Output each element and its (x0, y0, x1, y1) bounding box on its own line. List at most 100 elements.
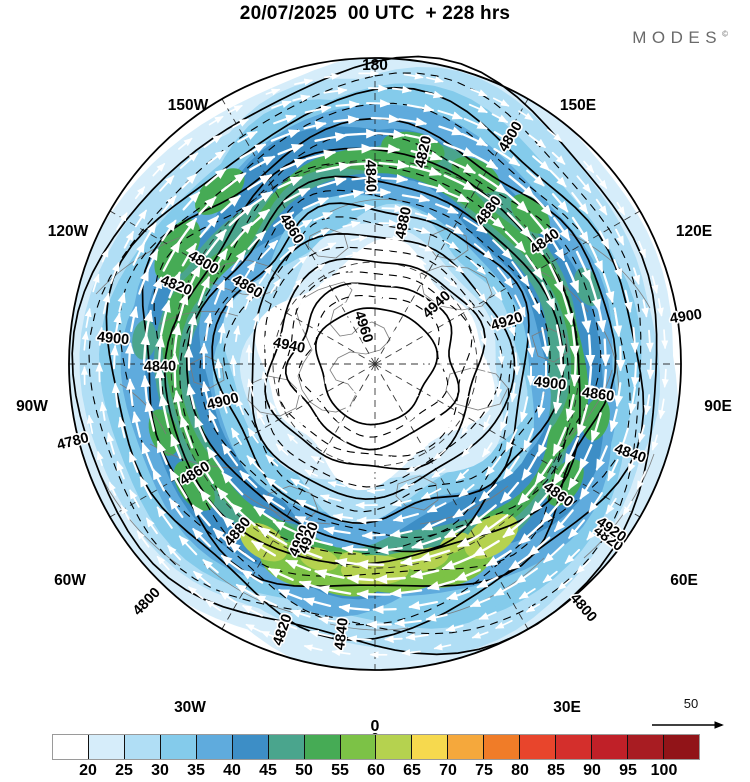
wind-arrow (292, 94, 311, 103)
colorbar-tick-labels: 20 25 30 35 40 45 50 55 60 65 70 75 80 85 90 95 100 (0, 762, 750, 782)
wind-arrow (385, 281, 399, 288)
wind-arrow (542, 570, 558, 583)
wind-arrow (509, 382, 518, 403)
wind-arrow (366, 487, 385, 495)
wind-arrow (343, 316, 354, 324)
wind-arrow (139, 476, 153, 500)
wind-arrow (454, 568, 481, 581)
wind-arrow (421, 518, 447, 531)
wind-arrow (613, 259, 623, 280)
polar-map: 4780 4800 4800 4800 4800 4820 4820 4820 4820 4840… (0, 24, 750, 748)
wind-arrow (390, 330, 399, 337)
wind-arrow (342, 338, 349, 348)
wind-arrow (208, 409, 219, 433)
wind-arrow (414, 212, 437, 221)
wind-arrow (204, 168, 227, 187)
wind-arrow (341, 544, 369, 555)
contour-label: 4900 (531, 372, 568, 395)
wind-arrow (340, 437, 351, 444)
wind-arrow (318, 297, 327, 306)
wind-arrow (493, 147, 521, 167)
wind-arrow (271, 100, 292, 109)
wind-arrow (356, 516, 383, 525)
longitude-label: 60E (670, 572, 698, 589)
wind-arrow (201, 380, 211, 408)
wind-arrow (169, 468, 188, 499)
wind-arrow (541, 499, 563, 524)
wind-arrow (348, 283, 359, 289)
wind-arrow (117, 416, 127, 439)
wind-arrow (376, 545, 403, 555)
wind-arrow (239, 143, 267, 160)
wind-arrow (455, 469, 469, 481)
longitude-label: 150W (167, 97, 209, 114)
dashed-contour-line (277, 271, 473, 457)
wind-arrow (567, 465, 584, 491)
wind-arrow (273, 211, 295, 227)
wind-arrow (576, 404, 589, 437)
wind-arrow (283, 396, 290, 407)
colorbar-tick: 55 (331, 762, 349, 779)
wind-arrow (233, 325, 241, 343)
wind-arrow (320, 443, 332, 451)
wind-arrow (303, 121, 327, 131)
contour-label-text: 4840 (362, 160, 379, 193)
contour-label-text: 4900 (533, 374, 567, 394)
wind-arrow (426, 579, 456, 591)
wind-arrow (193, 570, 211, 587)
wind-arrow (526, 333, 535, 358)
contour-label: 4900 (667, 305, 704, 329)
contour-label-text: 4900 (669, 307, 703, 328)
wind-arrow (280, 328, 286, 341)
wind-arrow (508, 554, 531, 571)
wind-arrow (511, 261, 530, 287)
wind-arrow (381, 204, 405, 213)
wind-arrow (651, 434, 659, 451)
contour-label: 4840 (142, 357, 178, 377)
wind-arrow (549, 236, 565, 262)
wind-arrow (555, 324, 566, 358)
wind-arrow (336, 365, 343, 377)
wind-arrow (410, 537, 442, 550)
wind-arrow (179, 152, 199, 169)
wind-arrow (92, 273, 100, 293)
wind-arrow (187, 312, 198, 345)
wind-arrow (323, 72, 341, 80)
wind-arrow (507, 316, 516, 337)
colorbar-tick: 85 (547, 762, 565, 779)
wind-arrow (353, 456, 368, 463)
wind-arrow (636, 470, 647, 490)
wind-arrow (228, 104, 243, 114)
wind-arrow (267, 567, 294, 581)
wind-arrow (345, 251, 361, 258)
wind-arrow (408, 600, 439, 611)
wind-arrow (177, 292, 189, 322)
wind-arrow (389, 588, 423, 598)
wind-arrow (208, 115, 224, 126)
wind-arrow (310, 414, 321, 424)
wind-arrow (615, 228, 625, 246)
longitude-label: 120E (675, 223, 713, 240)
colorbar-title: 0 (370, 718, 380, 735)
brand-logo: MODES© (632, 28, 728, 48)
wind-arrow (331, 649, 351, 657)
contour-line (141, 117, 617, 588)
wind-arrow (284, 559, 312, 572)
wind-arrow (463, 391, 469, 403)
wind-arrow (316, 176, 347, 189)
wind-arrow (187, 586, 204, 600)
wind-arrow (401, 649, 421, 657)
wind-arrow (256, 410, 266, 425)
contour-line (211, 202, 530, 525)
wind-arrow (167, 545, 182, 561)
wind-arrow (568, 519, 586, 539)
wind-arrow (525, 254, 543, 281)
wind-arrow (423, 357, 430, 369)
wind-arrow (609, 408, 619, 433)
wind-arrow (277, 176, 303, 189)
wind-arrow (214, 358, 223, 379)
wind-arrow (120, 504, 130, 521)
wind-arrow (461, 424, 469, 435)
contour-line (105, 86, 645, 642)
wind-arrow (411, 258, 427, 265)
